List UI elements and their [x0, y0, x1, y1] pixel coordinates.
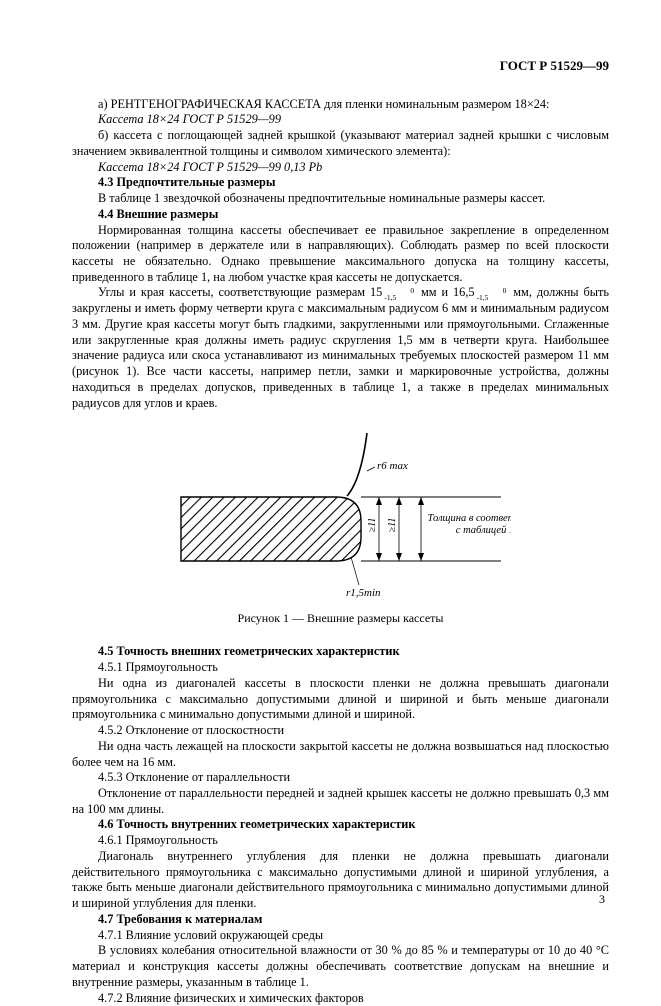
figure-label-r15min: r1,5min [346, 587, 381, 599]
tolerance-upper: 0 [410, 286, 414, 295]
page-number: 3 [599, 892, 605, 907]
section-4-7-1-body: В условиях колебания относительной влажн… [72, 943, 609, 990]
figure-label-r6max: r6 max [377, 460, 408, 472]
section-4-5-3-body: Отклонение от параллельности передней и … [72, 786, 609, 817]
tolerance-upper: 0 [503, 286, 507, 295]
section-4-7-1-title: 4.7.1 Влияние условий окружающей среды [72, 928, 609, 944]
section-4-5-2-body: Ни одна часть лежащей на плоскости закры… [72, 739, 609, 770]
section-4-4-para1: Нормированная толщина кассеты обеспечива… [72, 223, 609, 286]
section-4-5-title: 4.5 Точность внешних геометрических хара… [72, 644, 609, 660]
item-a-designation: Кассета 18×24 ГОСТ Р 51529—99 [72, 112, 609, 128]
text-fragment: мм и 16,5 [416, 285, 474, 299]
text-fragment: Углы и края кассеты, соответствующие раз… [98, 285, 382, 299]
item-b-designation: Кассета 18×24 ГОСТ Р 51529—99 0,13 Pb [72, 160, 609, 176]
section-4-4-para2: Углы и края кассеты, соответствующие раз… [72, 285, 609, 411]
section-4-6-1-title: 4.6.1 Прямоугольность [72, 833, 609, 849]
document-page: ГОСТ Р 51529—99 а) РЕНТГЕНОГРАФИЧЕСКАЯ К… [0, 0, 661, 935]
document-standard-id: ГОСТ Р 51529—99 [72, 58, 609, 75]
section-4-5-3-title: 4.5.3 Отклонение от параллельности [72, 770, 609, 786]
figure-dim-11b: ≥11 [387, 518, 398, 533]
figure-1: r6 max r1,5min ≥11 ≥11 Толщина в соответ… [72, 425, 609, 605]
section-4-3-body: В таблице 1 звездочкой обозначены предпо… [72, 191, 609, 207]
figure-1-drawing: r6 max r1,5min ≥11 ≥11 Толщина в соответ… [171, 425, 511, 600]
item-b-line: б) кассета с поглощающей задней крышкой … [72, 128, 609, 159]
section-4-5-1-title: 4.5.1 Прямоугольность [72, 660, 609, 676]
figure-1-caption: Рисунок 1 — Внешние размеры кассеты [72, 611, 609, 626]
section-4-5-1-body: Ни одна из диагоналей кассеты в плоскост… [72, 676, 609, 723]
item-a-line: а) РЕНТГЕНОГРАФИЧЕСКАЯ КАССЕТА для пленк… [72, 97, 609, 113]
section-4-3-title: 4.3 Предпочтительные размеры [72, 175, 609, 191]
text-fragment: мм, должны быть закруглены и иметь форму… [72, 285, 609, 409]
section-4-6-title: 4.6 Точность внутренних геометрических х… [72, 817, 609, 833]
section-4-5-2-title: 4.5.2 Отклонение от плоскостности [72, 723, 609, 739]
figure-dim-11a: ≥11 [367, 518, 378, 533]
section-4-7-2-title: 4.7.2 Влияние физических и химических фа… [72, 991, 609, 1006]
section-4-6-1-body: Диагональ внутреннего углубления для пле… [72, 849, 609, 912]
figure-thickness-label: Толщина в соответствии с таблицей 1 [427, 513, 510, 536]
section-4-7-title: 4.7 Требования к материалам [72, 912, 609, 928]
section-4-4-title: 4.4 Внешние размеры [72, 207, 609, 223]
